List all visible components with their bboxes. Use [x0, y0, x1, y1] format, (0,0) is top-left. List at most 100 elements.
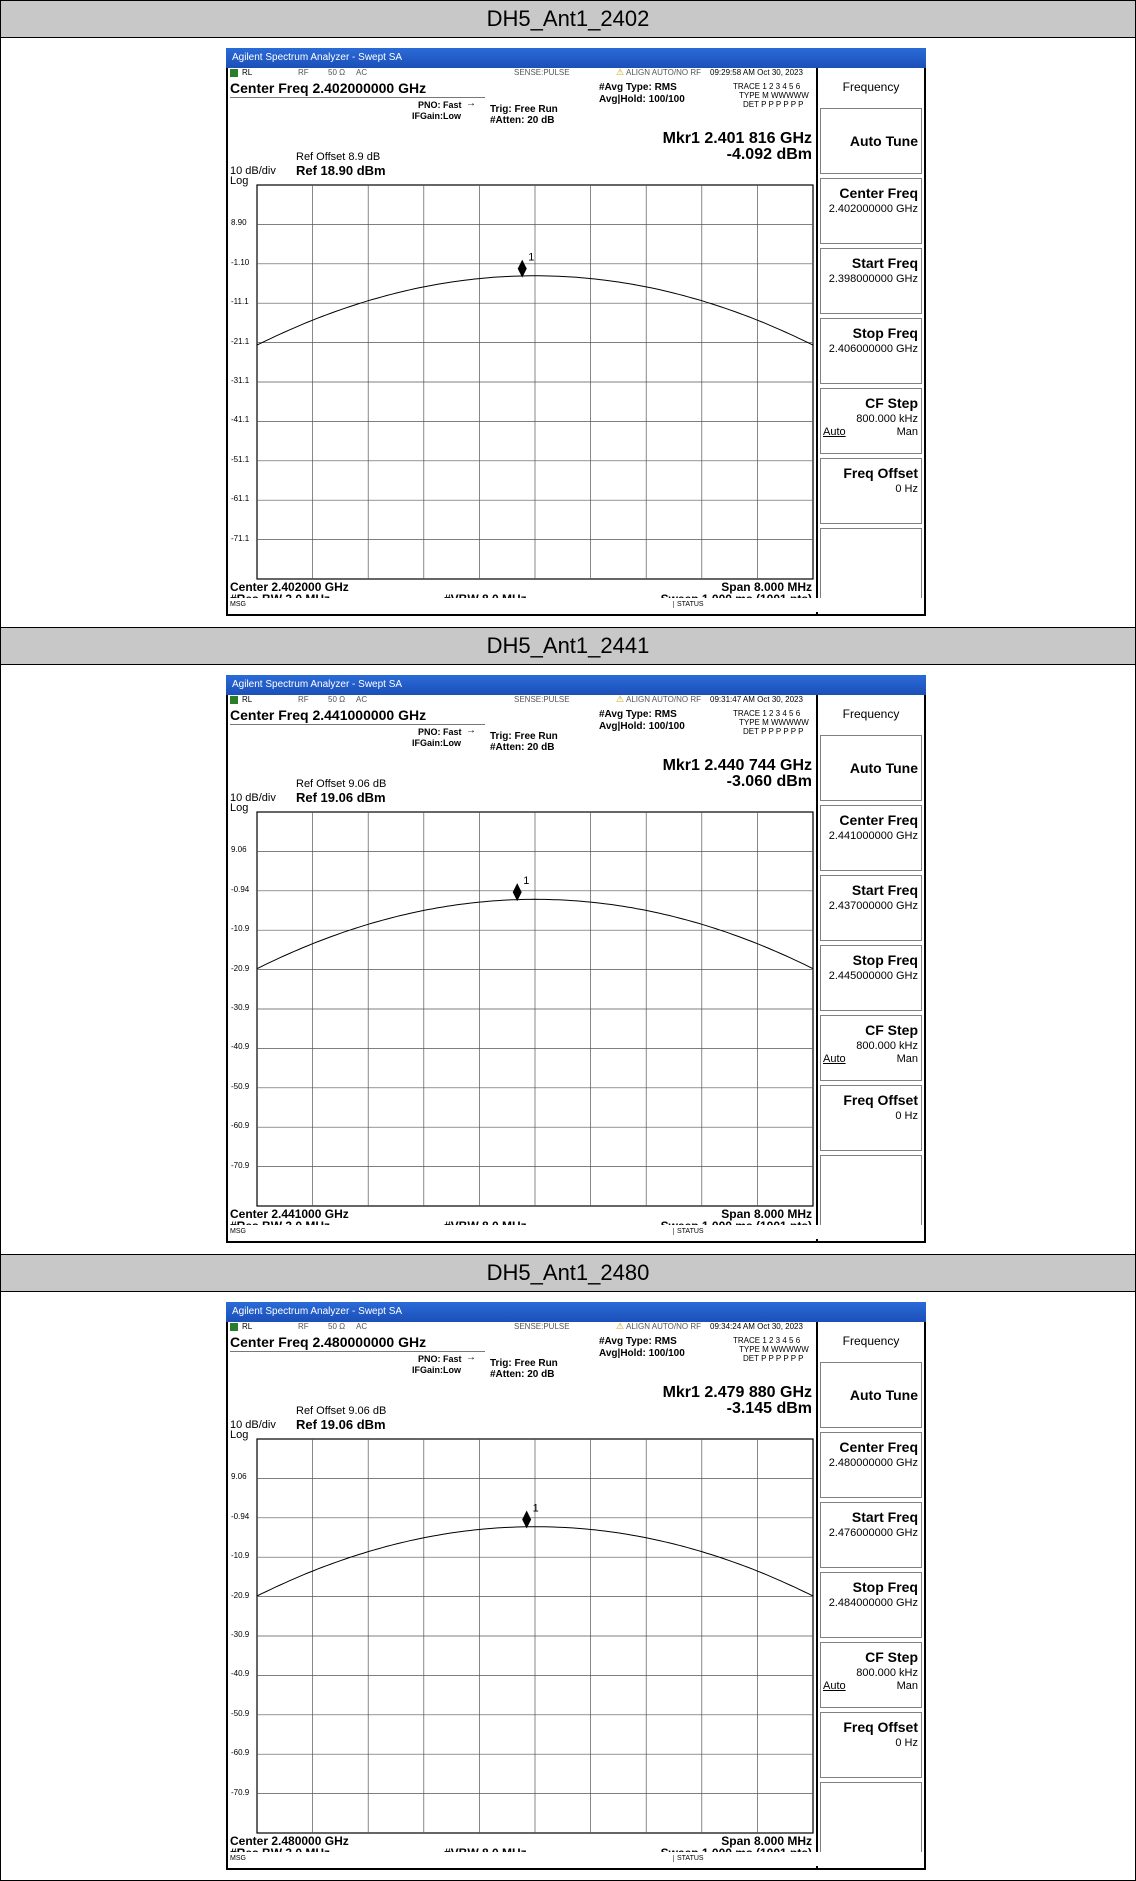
- frequency-menu-label: Frequency: [842, 707, 900, 721]
- marker-number: 1: [523, 875, 529, 887]
- center-freq-readout: Center Freq 2.480000000 GHz: [230, 1334, 427, 1350]
- center-freq-button[interactable]: Center Freq 2.480000000 GHz: [820, 1432, 922, 1498]
- trigger-setting: Trig: Free Run: [490, 731, 558, 742]
- center-freq-button[interactable]: Center Freq 2.402000000 GHz: [820, 178, 922, 244]
- trace-curve: [256, 898, 814, 970]
- freq-offset-button[interactable]: Freq Offset 0 Hz: [820, 1712, 922, 1778]
- auto-tune-button[interactable]: Auto Tune: [820, 1362, 922, 1428]
- y-tick-label: 9.06: [231, 1472, 247, 1482]
- center-freq-button[interactable]: Center Freq 2.441000000 GHz: [820, 805, 922, 871]
- log-scale-label: Log: [230, 802, 249, 814]
- trigger-setting: Trig: Free Run: [490, 1358, 558, 1369]
- avg-type: #Avg Type: RMS: [599, 1336, 677, 1347]
- center-freq-button-value: 2.480000000 GHz: [828, 1457, 918, 1469]
- start-freq-button[interactable]: Start Freq 2.437000000 GHz: [820, 875, 922, 941]
- cf-step-button-label: CF Step: [865, 1649, 918, 1665]
- start-freq-button[interactable]: Start Freq 2.476000000 GHz: [820, 1502, 922, 1568]
- marker-value: -3.145 dBm: [726, 1400, 812, 1417]
- rl-indicator[interactable]: RL: [242, 695, 253, 704]
- cf-step-man[interactable]: Man: [896, 1680, 918, 1692]
- center-freq-underline: [230, 97, 485, 98]
- analyzer-display: RL RF 50 Ω AC SENSE:PULSE ⚠ ALIGN AUTO/NO RF 09…: [228, 1321, 816, 1868]
- trace-indicator: TRACE 1 2 3 4 5 6: [733, 709, 801, 718]
- y-tick-label: -20.9: [231, 963, 250, 973]
- y-tick-label: -50.9: [231, 1081, 250, 1091]
- auto-tune-button[interactable]: Auto Tune: [820, 735, 922, 801]
- start-freq-button-value: 2.476000000 GHz: [828, 1527, 918, 1539]
- cf-step-button-value: 800.000 kHz: [856, 413, 918, 425]
- softkey-panel: Frequency Auto Tune Center Freq 2.480000000…: [818, 1322, 924, 1868]
- y-tick-label: 9.06: [231, 845, 247, 855]
- trace-type-indicator: TYPE M WWWWW: [739, 1345, 809, 1354]
- cf-step-button[interactable]: CF Step 800.000 kHz Auto Man: [820, 1642, 922, 1708]
- cf-step-button[interactable]: CF Step 800.000 kHz Auto Man: [820, 1015, 922, 1081]
- trigger-setting: Trig: Free Run: [490, 104, 558, 115]
- log-scale-label: Log: [230, 1429, 249, 1441]
- rl-indicator[interactable]: RL: [242, 1322, 253, 1331]
- panel-title: DH5_Ant1_2441: [486, 633, 650, 658]
- center-frequency-footer: Center 2.402000 GHz: [230, 580, 349, 594]
- status-label: STATUS: [673, 1228, 704, 1235]
- stop-freq-button-label: Stop Freq: [852, 952, 918, 968]
- marker-value: -4.092 dBm: [726, 146, 812, 163]
- center-freq-button-value: 2.402000000 GHz: [828, 203, 918, 215]
- spectrum-analyzer-window: Agilent Spectrum Analyzer - Swept SA RL RF…: [226, 48, 926, 616]
- panel-title-band: DH5_Ant1_2402: [0, 0, 1136, 38]
- start-freq-button[interactable]: Start Freq 2.398000000 GHz: [820, 248, 922, 314]
- ref-offset: Ref Offset 9.06 dB: [296, 778, 387, 790]
- auto-tune-button[interactable]: Auto Tune: [820, 108, 922, 174]
- spectrum-graticule[interactable]: 1: [228, 695, 816, 1241]
- warning-icon: ⚠: [616, 67, 625, 77]
- start-freq-button-label: Start Freq: [851, 882, 918, 898]
- spectrum-graticule[interactable]: 1: [228, 68, 816, 614]
- trace-indicator: TRACE 1 2 3 4 5 6: [733, 1336, 801, 1345]
- cf-step-auto[interactable]: Auto: [823, 426, 846, 438]
- spectrum-graticule[interactable]: 1: [228, 1322, 816, 1868]
- stop-freq-button[interactable]: Stop Freq 2.445000000 GHz: [820, 945, 922, 1011]
- softkey-panel: Frequency Auto Tune Center Freq 2.441000000…: [818, 695, 924, 1241]
- cf-step-man[interactable]: Man: [896, 426, 918, 438]
- cf-step-mode: Auto Man: [821, 1680, 918, 1692]
- stop-freq-button[interactable]: Stop Freq 2.406000000 GHz: [820, 318, 922, 384]
- y-tick-label: -10.9: [231, 1551, 250, 1561]
- span-readout: Span 8.000 MHz: [721, 1834, 812, 1848]
- cf-step-button-value: 800.000 kHz: [856, 1667, 918, 1679]
- marker-diamond[interactable]: [512, 883, 522, 902]
- arrow-icon: →: [466, 1352, 476, 1363]
- detector-indicator: DET P P P P P P: [743, 727, 804, 736]
- panel-title: DH5_Ant1_2402: [486, 6, 650, 31]
- window-titlebar: Agilent Spectrum Analyzer - Swept SA: [226, 675, 926, 695]
- window-title: Agilent Spectrum Analyzer - Swept SA: [232, 52, 403, 63]
- cf-step-button[interactable]: CF Step 800.000 kHz Auto Man: [820, 388, 922, 454]
- sense-indicator: SENSE:PULSE: [514, 1322, 570, 1331]
- align-indicator: ALIGN AUTO/NO RF: [626, 68, 701, 77]
- attenuation-setting: #Atten: 20 dB: [490, 115, 555, 126]
- cf-step-man[interactable]: Man: [896, 1053, 918, 1065]
- rl-indicator[interactable]: RL: [242, 68, 253, 77]
- align-indicator: ALIGN AUTO/NO RF: [626, 695, 701, 704]
- cf-step-mode: Auto Man: [821, 1053, 918, 1065]
- coupling-indicator: AC: [356, 68, 368, 77]
- cf-step-auto[interactable]: Auto: [823, 1053, 846, 1065]
- cf-step-auto[interactable]: Auto: [823, 1680, 846, 1692]
- freq-offset-button[interactable]: Freq Offset 0 Hz: [820, 1085, 922, 1151]
- reference-level: Ref 18.90 dBm: [296, 163, 386, 178]
- y-tick-label: -30.9: [231, 1630, 250, 1639]
- empty-softkey: [820, 1782, 922, 1858]
- marker-number: 1: [528, 252, 534, 264]
- marker-number: 1: [533, 1502, 539, 1514]
- y-tick-label: -0.94: [231, 1511, 250, 1521]
- avg-hold: Avg|Hold: 100/100: [599, 94, 685, 105]
- status-bar: RL RF 50 Ω AC SENSE:PULSE ⚠ ALIGN AUTO/NO RF 09…: [228, 1321, 816, 1333]
- stop-freq-button[interactable]: Stop Freq 2.484000000 GHz: [820, 1572, 922, 1638]
- y-tick-label: -60.9: [231, 1748, 250, 1758]
- y-tick-label: -1.10: [231, 257, 250, 267]
- y-tick-label: -40.9: [231, 1669, 250, 1679]
- align-indicator: ALIGN AUTO/NO RF: [626, 1322, 701, 1331]
- freq-offset-button[interactable]: Freq Offset 0 Hz: [820, 458, 922, 524]
- marker-diamond[interactable]: [517, 259, 527, 278]
- marker-diamond[interactable]: [522, 1510, 532, 1529]
- freq-offset-button-label: Freq Offset: [843, 465, 918, 481]
- softkey-menu-title: Frequency: [820, 697, 922, 731]
- scale-per-div: 10 dB/div: [230, 1419, 276, 1431]
